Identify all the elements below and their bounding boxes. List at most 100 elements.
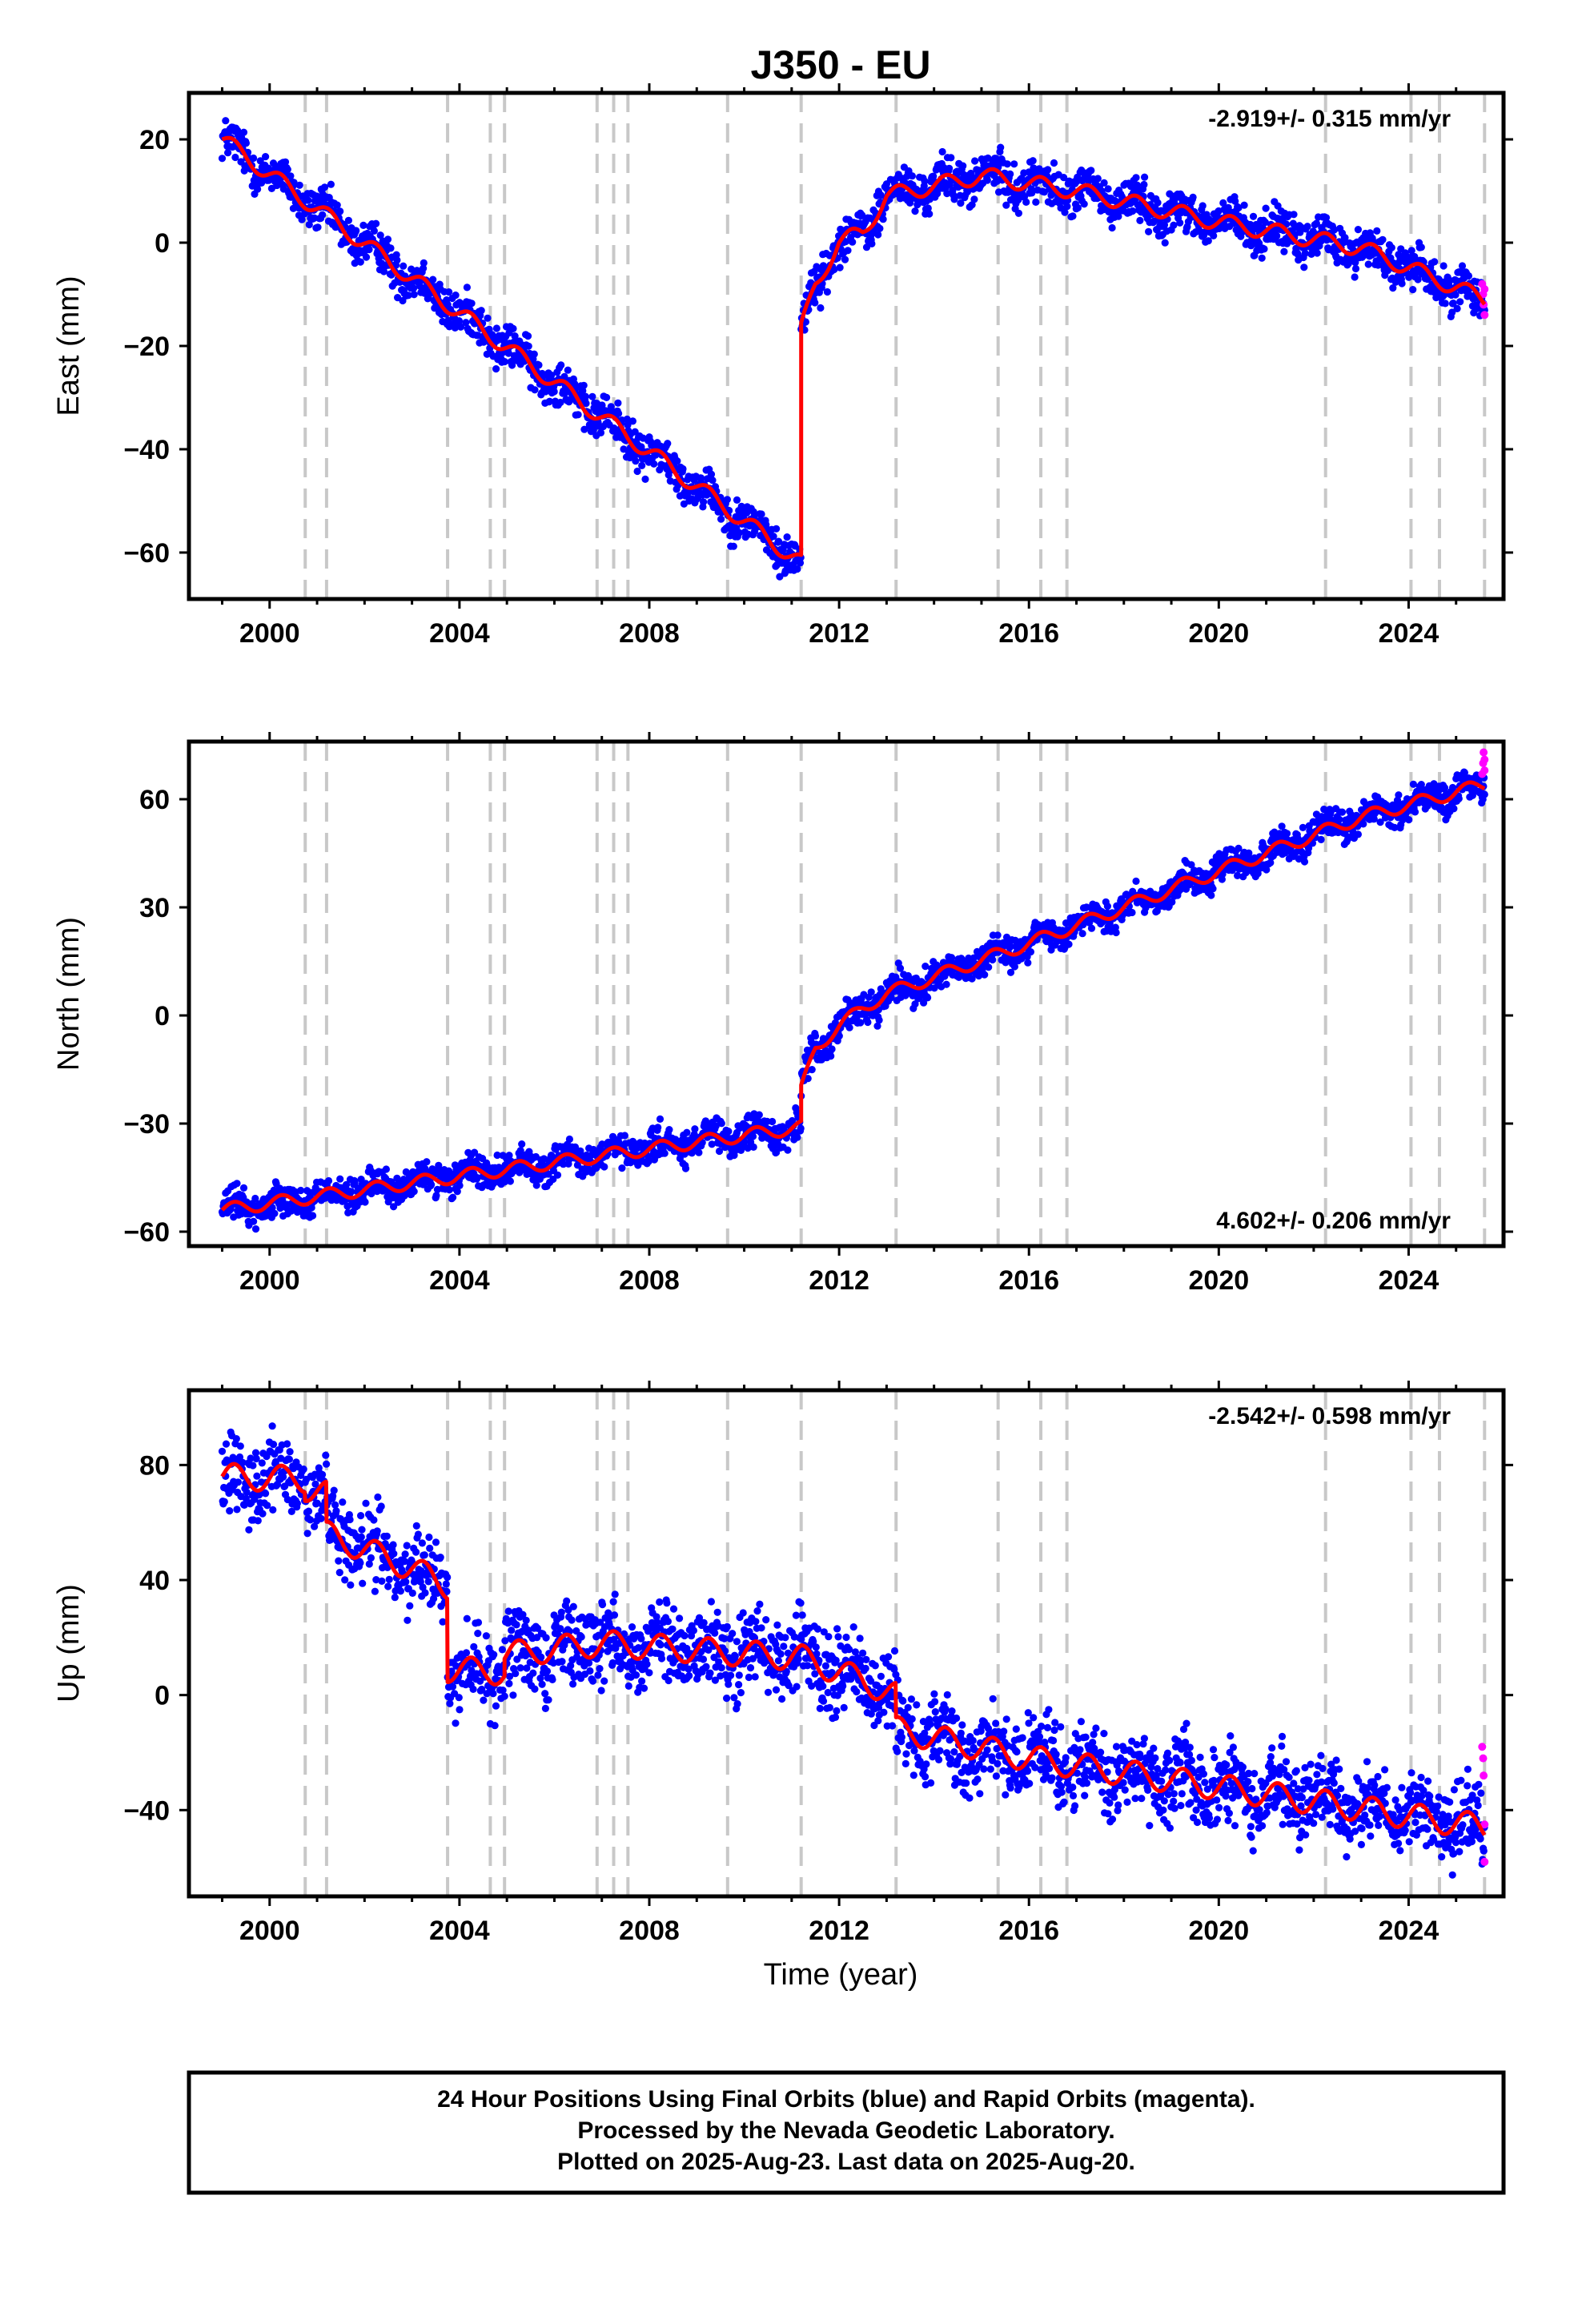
up-data-point [356,1559,364,1567]
east-x-tick-label: 2004 [429,618,490,649]
north-y-tick-label: −60 [123,1217,170,1248]
east-data-point [665,471,673,479]
east-data-point [641,475,649,484]
east-data-point [387,244,395,252]
east-data-point [1260,245,1268,253]
north-data-point [268,1204,276,1212]
north-y-tick-label: 30 [139,893,170,923]
north-data-point [1245,849,1253,857]
east-data-point [1373,227,1381,235]
up-data-point [372,1576,380,1584]
north-data-point [763,1117,771,1125]
north-data-point [835,1032,843,1040]
north-data-point [1359,820,1367,828]
up-data-point [218,1447,227,1455]
east-data-point [333,201,341,209]
up-data-point [322,1451,330,1459]
up-data-point [378,1577,386,1585]
east-data-point [723,496,732,504]
east-data-point [879,215,887,223]
north-x-tick-label: 2020 [1189,1265,1250,1296]
east-x-tick-label: 2008 [619,618,680,649]
east-data-point [420,264,428,272]
east-data-point [849,238,857,246]
east-data-point [1002,201,1010,209]
up-data-point [239,1458,247,1466]
north-data-point [1234,871,1242,879]
east-data-point [1274,202,1282,210]
east-data-point [729,542,737,550]
east-data-point [1061,208,1069,216]
up-data-point [400,1558,408,1566]
up-data-point [389,1541,397,1549]
north-data-point [681,1164,690,1172]
east-data-point [574,411,582,419]
east-data-point [735,529,744,537]
north-data-point [309,1212,317,1220]
east-data-point [452,292,460,300]
up-data-point [242,1494,250,1502]
east-data-point [250,154,258,163]
east-data-point [1044,166,1052,174]
east-data-point [638,461,646,470]
north-data-point [336,1175,344,1183]
east-data-point [943,190,951,198]
up-data-point [259,1510,267,1518]
north-data-point [1267,858,1275,866]
up-data-point [249,1462,257,1470]
north-y-tick-label: 60 [139,785,170,815]
east-data-point [484,314,492,322]
east-data-point [379,267,388,275]
east-data-point [456,323,465,331]
north-data-point [811,1032,820,1040]
up-data-point [311,1480,319,1488]
east-data-point [650,460,658,468]
east-data-point [1354,226,1362,234]
east-data-point [531,386,539,394]
north-data-point [1335,815,1343,823]
up-data-point [346,1515,354,1524]
east-x-tick-label: 2012 [809,618,869,649]
east-data-point [1341,234,1349,242]
north-data-point [351,1179,359,1187]
east-data-point [1189,193,1197,201]
north-data-point [857,1019,865,1027]
east-data-point [1136,216,1144,224]
north-data-point [1087,924,1096,932]
east-data-point [283,166,291,174]
north-data-point [725,1128,733,1136]
east-data-point [874,231,882,239]
east-data-point [830,265,838,274]
north-data-point [382,1165,390,1173]
north-plot-frame [187,739,1506,1248]
north-data-point [576,1147,584,1155]
east-data-point [580,381,588,389]
north-data-point [994,931,1002,939]
east-data-point [774,537,783,545]
east-data-point [524,342,532,350]
north-data-point [505,1152,513,1160]
north-data-point [708,1140,716,1148]
east-data-point [709,476,717,485]
north-data-point [251,1225,260,1233]
east-data-point [623,415,631,424]
north-data-point [271,1209,279,1217]
north-data-point [1132,877,1140,885]
east-data-point [1032,198,1040,206]
north-data-point [875,1016,883,1024]
east-model-line [221,135,1487,560]
north-data-point [493,1151,501,1160]
north-data-point [1235,844,1243,852]
north-data-point [1128,908,1136,917]
up-data-point [236,1442,244,1450]
east-x-tick-label: 2000 [239,618,300,649]
up-data-point [377,1502,385,1510]
north-data-point [432,1192,440,1200]
up-data-point [317,1514,325,1522]
north-data-point [828,1045,836,1053]
up-data-point [283,1440,291,1448]
east-data-point [477,307,485,315]
east-y-tick-label: −40 [123,435,170,465]
east-data-point [997,143,1005,151]
